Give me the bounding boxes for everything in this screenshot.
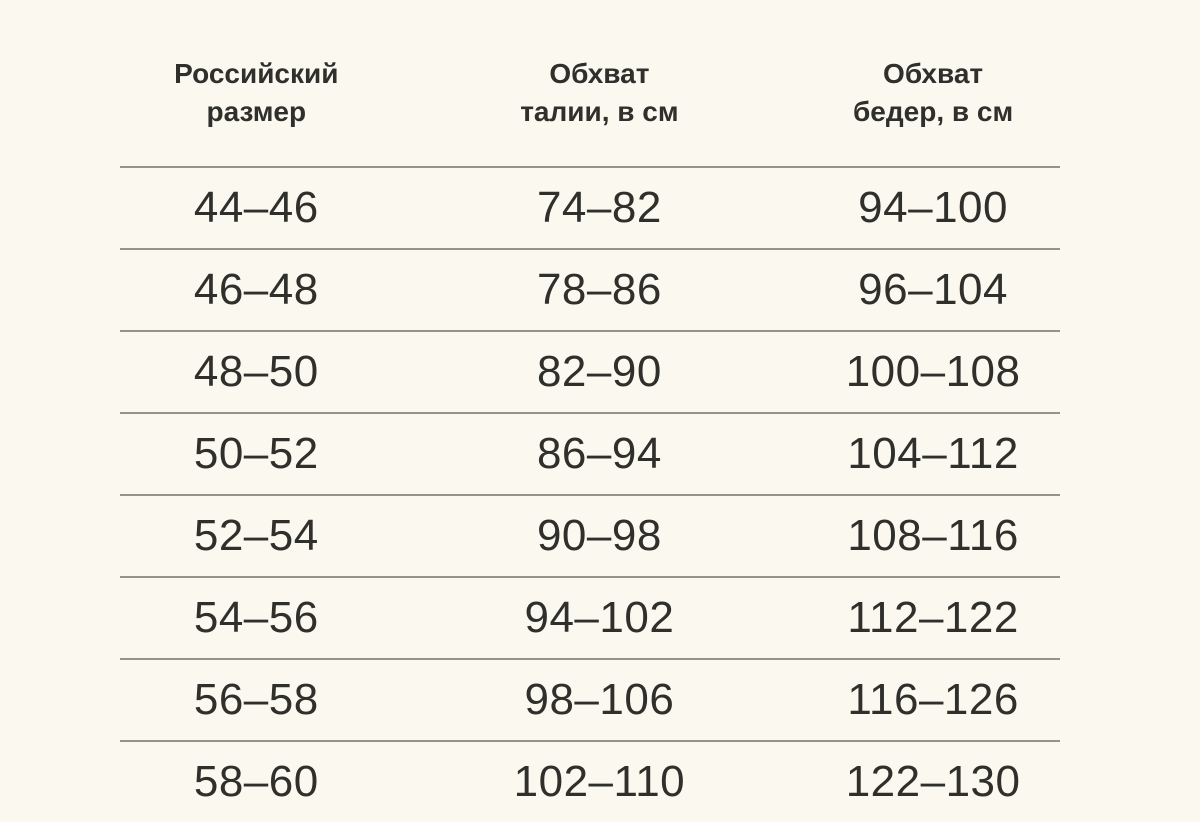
table-row: 44–46 74–82 94–100 <box>120 166 1060 248</box>
cell-size: 50–52 <box>193 429 319 478</box>
table-row: 48–50 82–90 100–108 <box>120 330 1060 412</box>
cell-hips: 96–104 <box>858 265 1008 314</box>
cell-size: 58–60 <box>193 757 319 806</box>
header-line: Российский <box>174 58 339 90</box>
table-row: 52–54 90–98 108–116 <box>120 494 1060 576</box>
cell-size: 56–58 <box>193 675 319 724</box>
header-line: Обхват <box>549 58 650 90</box>
cell-waist: 102–110 <box>513 757 686 806</box>
cell-waist: 86–94 <box>536 429 662 478</box>
cell-hips: 112–122 <box>847 593 1019 642</box>
cell-waist: 90–98 <box>536 511 662 560</box>
table-header-row: Российский размер Обхват талии, в см Обх… <box>120 0 1060 166</box>
cell-size: 46–48 <box>193 265 319 314</box>
size-chart-table: Российский размер Обхват талии, в см Обх… <box>120 0 1060 822</box>
header-line: Обхват <box>883 58 984 90</box>
cell-waist: 78–86 <box>536 265 662 314</box>
header-line: размер <box>206 96 307 127</box>
column-header-russian-size: Российский размер <box>120 55 393 131</box>
table-row: 54–56 94–102 112–122 <box>120 576 1060 658</box>
cell-waist: 74–82 <box>536 183 662 232</box>
cell-waist: 94–102 <box>524 593 675 642</box>
column-header-waist: Обхват талии, в см <box>393 55 807 131</box>
cell-hips: 108–116 <box>847 511 1019 560</box>
table-row: 50–52 86–94 104–112 <box>120 412 1060 494</box>
cell-hips: 104–112 <box>847 429 1019 478</box>
header-line: талии, в см <box>520 96 679 127</box>
cell-size: 44–46 <box>193 183 319 232</box>
cell-waist: 82–90 <box>536 347 662 396</box>
cell-size: 52–54 <box>193 511 319 560</box>
header-line: бедер, в см <box>853 96 1014 127</box>
cell-hips: 122–130 <box>845 757 1021 806</box>
cell-size: 54–56 <box>193 593 319 642</box>
cell-waist: 98–106 <box>524 675 675 724</box>
cell-hips: 94–100 <box>858 183 1008 232</box>
column-header-hips: Обхват бедер, в см <box>806 55 1060 131</box>
table-row: 56–58 98–106 116–126 <box>120 658 1060 740</box>
cell-size: 48–50 <box>193 347 319 396</box>
table-row: 46–48 78–86 96–104 <box>120 248 1060 330</box>
cell-hips: 116–126 <box>847 675 1019 724</box>
cell-hips: 100–108 <box>845 347 1021 396</box>
table-row: 58–60 102–110 122–130 <box>120 740 1060 822</box>
